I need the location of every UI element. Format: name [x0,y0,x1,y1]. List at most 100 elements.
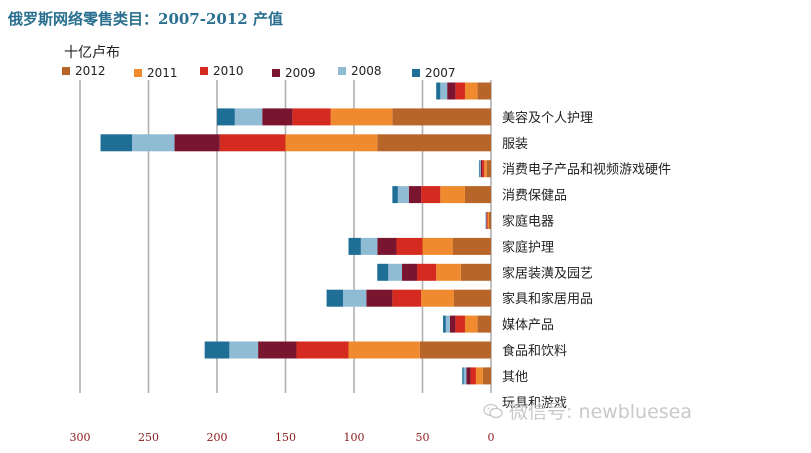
legend-item-2008: 2008 [338,64,382,78]
bar-2009 [258,341,297,359]
bar-2007 [348,237,361,255]
bar-2007 [204,341,230,359]
bar-2009 [486,212,487,229]
bar-2012 [452,237,491,255]
bar-2008 [132,134,175,152]
x-tick-label: 200 [207,431,228,444]
bar-2011 [348,341,420,359]
bar-2007 [436,82,441,100]
bar-2007 [326,289,344,307]
bar-2007 [392,186,398,204]
category-label: 家庭护理 [502,239,554,255]
bar-2009 [377,237,397,255]
x-tick-label: 0 [488,431,495,444]
bar-2011 [487,212,489,229]
bar-2007 [100,134,133,152]
legend-swatch [200,67,208,75]
bar-2011 [422,237,453,255]
bar-2011 [285,134,378,152]
bar-2008 [388,263,402,281]
category-label: 玩具和游戏 [502,396,567,411]
watermark-text: 微信号: newbluesea [509,401,693,423]
watermark: 微信号: newbluesea [483,397,692,424]
bar-2007 [478,160,480,178]
bar-2009 [466,367,471,385]
bar-2011 [464,82,478,100]
legend-swatch [338,67,346,75]
bar-2010 [455,82,465,100]
bar-2010 [470,367,476,385]
legend-label: 2008 [351,64,382,78]
category-label: 消费电子产品和视频游戏硬件 [502,163,671,178]
category-label: 家具和家居用品 [502,291,593,307]
x-tick-label: 50 [416,431,430,444]
x-tick-label: 100 [344,431,365,444]
bar-2011 [440,186,465,204]
bar-2008 [229,341,259,359]
bar-2012 [377,134,491,152]
bar-2011 [421,289,455,307]
bar-2012 [460,263,491,281]
bar-2011 [475,367,483,385]
bar-2007 [377,263,389,281]
page-title: 俄罗斯网络零售类目：2007-2012 产值 [8,10,283,28]
x-tick-label: 250 [138,431,159,444]
category-label: 消费保健品 [502,189,567,204]
bar-2010 [486,212,488,229]
legend-label: 2012 [75,64,106,78]
bar-2009 [401,263,418,281]
bar-2010 [292,108,331,126]
legend-swatch [412,69,420,77]
bar-2010 [482,160,485,178]
bar-2008 [445,315,450,333]
legend-label: 2011 [147,66,178,80]
bar-2009 [447,82,456,100]
category-label: 家居装潢及园艺 [502,265,593,281]
bar-2011 [330,108,393,126]
bar-2011 [484,160,487,178]
bar-2007 [462,367,464,385]
category-label: 其他 [502,370,528,385]
bar-2012 [486,160,491,178]
category-label: 服装 [502,137,528,152]
bar-2009 [174,134,220,152]
bar-2012 [477,82,491,100]
bar-2009 [480,160,483,178]
bar-2010 [296,341,349,359]
bar-2012 [392,108,491,126]
bar-2008 [343,289,367,307]
bar-2010 [396,237,423,255]
bar-2008 [479,160,481,178]
legend-label: 2009 [285,66,316,80]
legend-item-2007: 2007 [412,66,456,80]
bar-2011 [464,315,478,333]
unit-label: 十亿卢布 [64,45,120,61]
legend-label: 2007 [425,66,456,80]
x-tick-label: 150 [275,431,296,444]
legend-item-2009: 2009 [272,66,316,80]
wechat-icon [483,403,503,418]
bar-2012 [482,367,491,385]
legend-swatch [62,67,70,75]
bar-2010 [417,263,437,281]
bar-2009 [408,186,422,204]
bar-2012 [464,186,491,204]
bar-2010 [219,134,286,152]
category-label: 家庭电器 [502,214,554,230]
bar-2008 [234,108,263,126]
category-label: 食品和饮料 [502,343,567,359]
bar-2010 [455,315,465,333]
legend: 2012 2011 2010 2009 2008 2007 [62,64,502,82]
legend-label: 2010 [213,64,244,78]
bar-2009 [449,315,456,333]
bar-2008 [360,237,378,255]
bar-2008 [463,367,467,385]
bar-2009 [366,289,393,307]
bar-2007 [443,315,446,333]
bar-2010 [392,289,422,307]
x-tick-label: 300 [70,431,91,444]
bar-2010 [421,186,441,204]
bar-2009 [262,108,293,126]
bar-2007 [217,108,235,126]
